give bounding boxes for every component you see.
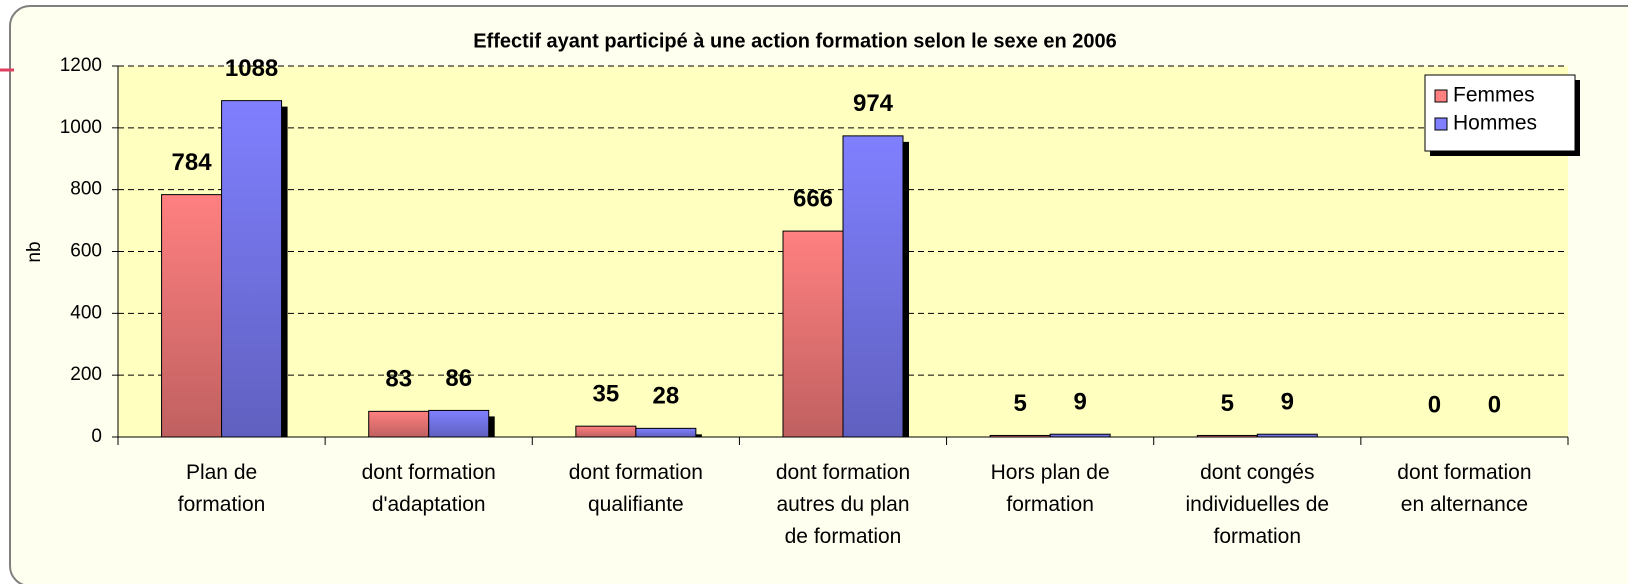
x-tick-line: individuelles de <box>1185 493 1329 516</box>
bar <box>161 194 223 438</box>
data-label: 666 <box>793 185 833 212</box>
x-tick-line: dont formation <box>1397 461 1531 484</box>
data-label: 784 <box>172 149 213 176</box>
bar <box>428 409 490 438</box>
bar <box>782 230 844 438</box>
data-label: 28 <box>653 383 680 410</box>
data-label: 974 <box>853 90 894 117</box>
bar <box>1049 433 1111 438</box>
x-tick-line: dont formation <box>776 461 910 484</box>
y-tick-label: 400 <box>70 302 102 323</box>
x-tick-line: Hors plan de <box>991 461 1110 484</box>
data-label: 83 <box>385 366 412 393</box>
y-tick-label: 800 <box>70 179 102 200</box>
data-label: 9 <box>1281 389 1294 416</box>
data-label: 0 <box>1428 391 1441 418</box>
bar <box>1256 433 1318 438</box>
bar <box>1196 434 1258 438</box>
x-tick-label: dont congés individuelles de formation <box>1185 461 1329 548</box>
bar <box>635 427 697 438</box>
legend <box>1424 74 1576 152</box>
data-label: 86 <box>445 365 472 392</box>
x-tick-line: de formation <box>785 525 902 548</box>
x-tick-line: en alternance <box>1401 493 1528 516</box>
x-tick-line: formation <box>1214 525 1302 548</box>
legend-label: Hommes <box>1453 112 1537 135</box>
y-axis-label: nb <box>24 241 45 262</box>
y-tick-label: 0 <box>91 426 102 447</box>
chart-title: Effectif ayant participé à une action fo… <box>473 30 1117 52</box>
x-tick-label: dont formation autres du plan de formation <box>776 461 910 548</box>
data-label: 1088 <box>225 55 278 82</box>
x-tick-line: Plan de <box>186 461 257 484</box>
bar <box>575 425 637 438</box>
legend-label: Femmes <box>1453 84 1535 107</box>
x-tick-label: dont formation d'adaptation <box>362 461 496 516</box>
bar <box>221 100 283 438</box>
y-tick-label: 1200 <box>60 55 102 76</box>
x-tick-line: dont formation <box>362 461 496 484</box>
legend-swatch <box>1434 117 1448 131</box>
data-label: 0 <box>1488 391 1501 418</box>
x-tick-line: autres du plan <box>776 493 909 516</box>
x-tick-line: formation <box>1006 493 1094 516</box>
data-label: 5 <box>1013 390 1026 417</box>
y-tick-label: 200 <box>70 364 102 385</box>
bar <box>368 410 430 438</box>
x-tick-line: dont formation <box>569 461 703 484</box>
data-label: 9 <box>1073 389 1086 416</box>
y-tick-label: 600 <box>70 241 102 262</box>
data-label: 5 <box>1221 390 1234 417</box>
legend-swatch <box>1434 89 1448 103</box>
x-tick-label: dont formation en alternance <box>1397 461 1531 516</box>
x-tick-line: qualifiante <box>588 493 684 516</box>
x-tick-line: d'adaptation <box>372 493 486 516</box>
x-tick-label: dont formation qualifiante <box>569 461 703 516</box>
x-tick-line: formation <box>178 493 266 516</box>
y-tick-label: 1000 <box>60 117 102 138</box>
bar <box>842 135 904 438</box>
x-tick-line: dont congés <box>1200 461 1314 484</box>
x-tick-label: Hors plan de formation <box>991 461 1110 516</box>
bar <box>989 434 1051 438</box>
data-label: 35 <box>593 381 620 408</box>
x-tick-label: Plan de formation <box>178 461 266 516</box>
